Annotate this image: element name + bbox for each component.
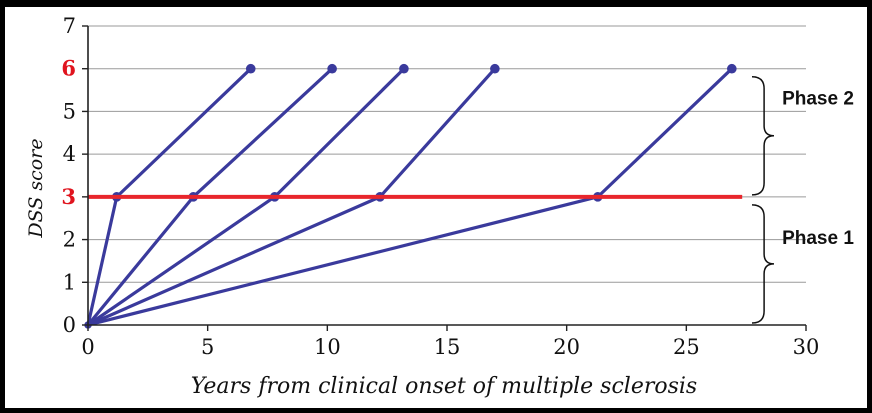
axes bbox=[82, 25, 807, 331]
tick-labels: 0 5 10 15 20 25 30 0 1 2 3 4 5 6 7 bbox=[61, 14, 819, 359]
y-tick-label: 3 bbox=[61, 184, 76, 209]
series-point bbox=[245, 63, 256, 74]
y-tick-label: 5 bbox=[63, 99, 76, 123]
y-tick-label: 7 bbox=[63, 14, 76, 38]
phase-annotations: Phase 2 Phase 1 bbox=[751, 75, 854, 324]
x-tick-label: 20 bbox=[553, 335, 580, 359]
series-point bbox=[327, 63, 337, 74]
y-tick-label: 4 bbox=[63, 142, 76, 166]
x-tick-label: 5 bbox=[201, 335, 214, 359]
x-axis-title: Years from clinical onset of multiple sc… bbox=[191, 374, 697, 399]
series-point bbox=[727, 63, 737, 74]
y-tick-label: 0 bbox=[63, 313, 76, 337]
x-tick-label: 30 bbox=[793, 335, 820, 359]
x-tick-label: 10 bbox=[314, 335, 341, 359]
phase-label: Phase 1 bbox=[782, 228, 854, 249]
x-tick-label: 25 bbox=[673, 335, 700, 359]
x-tick-label: 0 bbox=[81, 335, 94, 359]
gridlines bbox=[88, 25, 806, 283]
y-tick-label: 6 bbox=[61, 56, 76, 81]
y-tick-label: 1 bbox=[63, 270, 76, 294]
phase-label: Phase 2 bbox=[782, 89, 854, 110]
series-point bbox=[490, 63, 500, 74]
phase-brace bbox=[751, 204, 775, 324]
phase-brace bbox=[751, 75, 775, 196]
y-axis-title: DSS score bbox=[25, 138, 47, 238]
x-tick-label: 15 bbox=[434, 335, 461, 359]
y-tick-label: 2 bbox=[63, 228, 76, 252]
series-point bbox=[399, 63, 409, 74]
